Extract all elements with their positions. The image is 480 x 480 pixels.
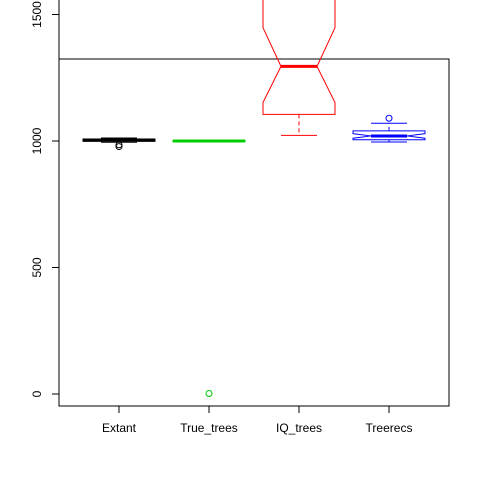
x-tick-label: True_trees bbox=[180, 421, 238, 435]
y-axis: 05001000150020002500 bbox=[30, 0, 60, 397]
boxes bbox=[82, 0, 426, 397]
y-tick-label: 0 bbox=[30, 390, 44, 397]
x-tick-label: Treerecs bbox=[366, 421, 413, 435]
outlier-point bbox=[115, 143, 123, 151]
box-iq-trees bbox=[262, 0, 336, 136]
y-tick-label: 1000 bbox=[30, 127, 44, 154]
plot-frame bbox=[58, 58, 450, 407]
box-treerecs bbox=[352, 114, 426, 143]
box-extant bbox=[82, 137, 156, 151]
outlier-point bbox=[385, 114, 393, 122]
box-body bbox=[262, 0, 336, 115]
y-tick-label: 500 bbox=[30, 257, 44, 277]
x-tick-label: IQ_trees bbox=[276, 421, 322, 435]
box-body bbox=[352, 130, 426, 141]
x-tick-label: Extant bbox=[102, 421, 137, 435]
outlier-point bbox=[205, 389, 213, 397]
x-axis: Extant True_trees IQ_trees Treerecs bbox=[102, 405, 413, 435]
y-tick-label: 1500 bbox=[30, 1, 44, 28]
box-true-trees bbox=[172, 139, 246, 397]
